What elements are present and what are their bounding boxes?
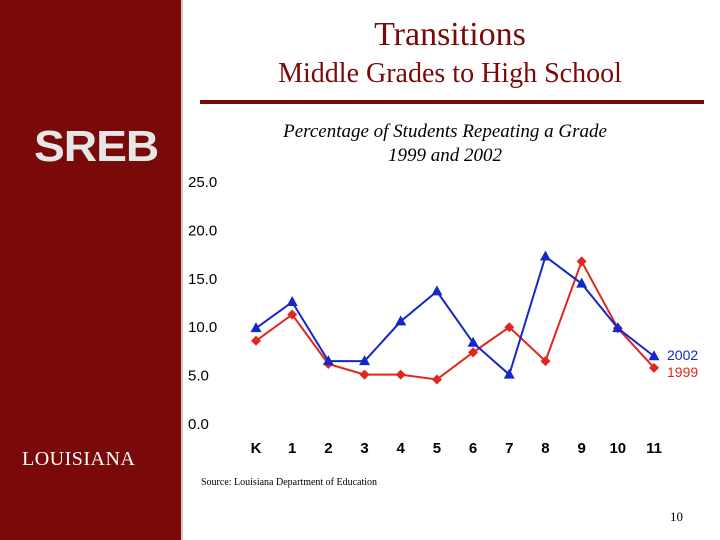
x-tick-label: 10 xyxy=(609,440,626,457)
state-label: LOUISIANA xyxy=(22,448,136,470)
x-tick-label: 7 xyxy=(505,440,513,457)
x-tick-label: 3 xyxy=(360,440,368,457)
data-point-2002 xyxy=(250,322,262,333)
chart-subtitle: 1999 and 2002 xyxy=(388,145,502,166)
x-tick-label: K xyxy=(251,440,262,457)
data-point-2002 xyxy=(648,350,660,361)
data-point-1999 xyxy=(359,369,370,380)
x-tick-label: 8 xyxy=(541,440,549,457)
legend-label-2002: 2002 xyxy=(667,347,698,363)
y-tick-label: 25.0 xyxy=(188,174,217,191)
chart-title: Percentage of Students Repeating a Grade xyxy=(283,121,607,142)
sreb-logo: SREB xyxy=(34,122,159,171)
data-point-2002 xyxy=(322,355,334,366)
data-point-1999 xyxy=(431,374,442,385)
data-point-1999 xyxy=(576,256,587,267)
page-subtitle: Middle Grades to High School xyxy=(278,58,622,89)
data-point-2002 xyxy=(431,285,443,296)
page-number: 10 xyxy=(670,509,683,524)
y-tick-label: 5.0 xyxy=(188,368,209,385)
y-tick-label: 20.0 xyxy=(188,222,217,239)
page-title: Transitions xyxy=(374,16,526,53)
title-rule xyxy=(200,100,704,104)
sidebar-divider xyxy=(181,0,183,540)
data-point-1999 xyxy=(251,335,261,346)
data-point-1999 xyxy=(468,347,479,358)
data-point-1999 xyxy=(649,362,659,373)
data-point-2002 xyxy=(467,336,479,347)
series-line-1999 xyxy=(255,258,655,381)
data-point-1999 xyxy=(287,309,298,320)
data-point-2002 xyxy=(359,355,371,366)
data-point-1999 xyxy=(504,322,515,333)
source-note: Source: Louisiana Department of Educatio… xyxy=(201,477,378,488)
data-point-2002 xyxy=(576,277,588,288)
sidebar: SREB LOUISIANA xyxy=(0,0,181,540)
x-tick-label: 2 xyxy=(324,440,332,457)
y-tick-label: 0.0 xyxy=(188,416,209,433)
y-tick-label: 15.0 xyxy=(188,271,217,288)
x-tick-label: 1 xyxy=(288,440,296,457)
y-tick-label: 10.0 xyxy=(188,319,217,336)
x-tick-label: 6 xyxy=(469,440,477,457)
data-point-2002 xyxy=(395,315,407,326)
data-point-1999 xyxy=(540,356,551,367)
legend-label-1999: 1999 xyxy=(667,364,698,380)
data-point-1999 xyxy=(395,369,406,380)
x-tick-label: 4 xyxy=(397,440,406,457)
chart-title-block: Percentage of Students Repeating a Grade… xyxy=(230,120,660,168)
x-tick-label: 5 xyxy=(433,440,441,457)
data-point-2002 xyxy=(286,296,298,307)
data-point-2002 xyxy=(539,250,551,261)
x-tick-label: 9 xyxy=(577,440,585,457)
data-point-2002 xyxy=(612,322,624,333)
series-line-2002 xyxy=(255,254,655,377)
data-point-2002 xyxy=(503,368,515,379)
x-tick-label: 11 xyxy=(646,440,662,457)
